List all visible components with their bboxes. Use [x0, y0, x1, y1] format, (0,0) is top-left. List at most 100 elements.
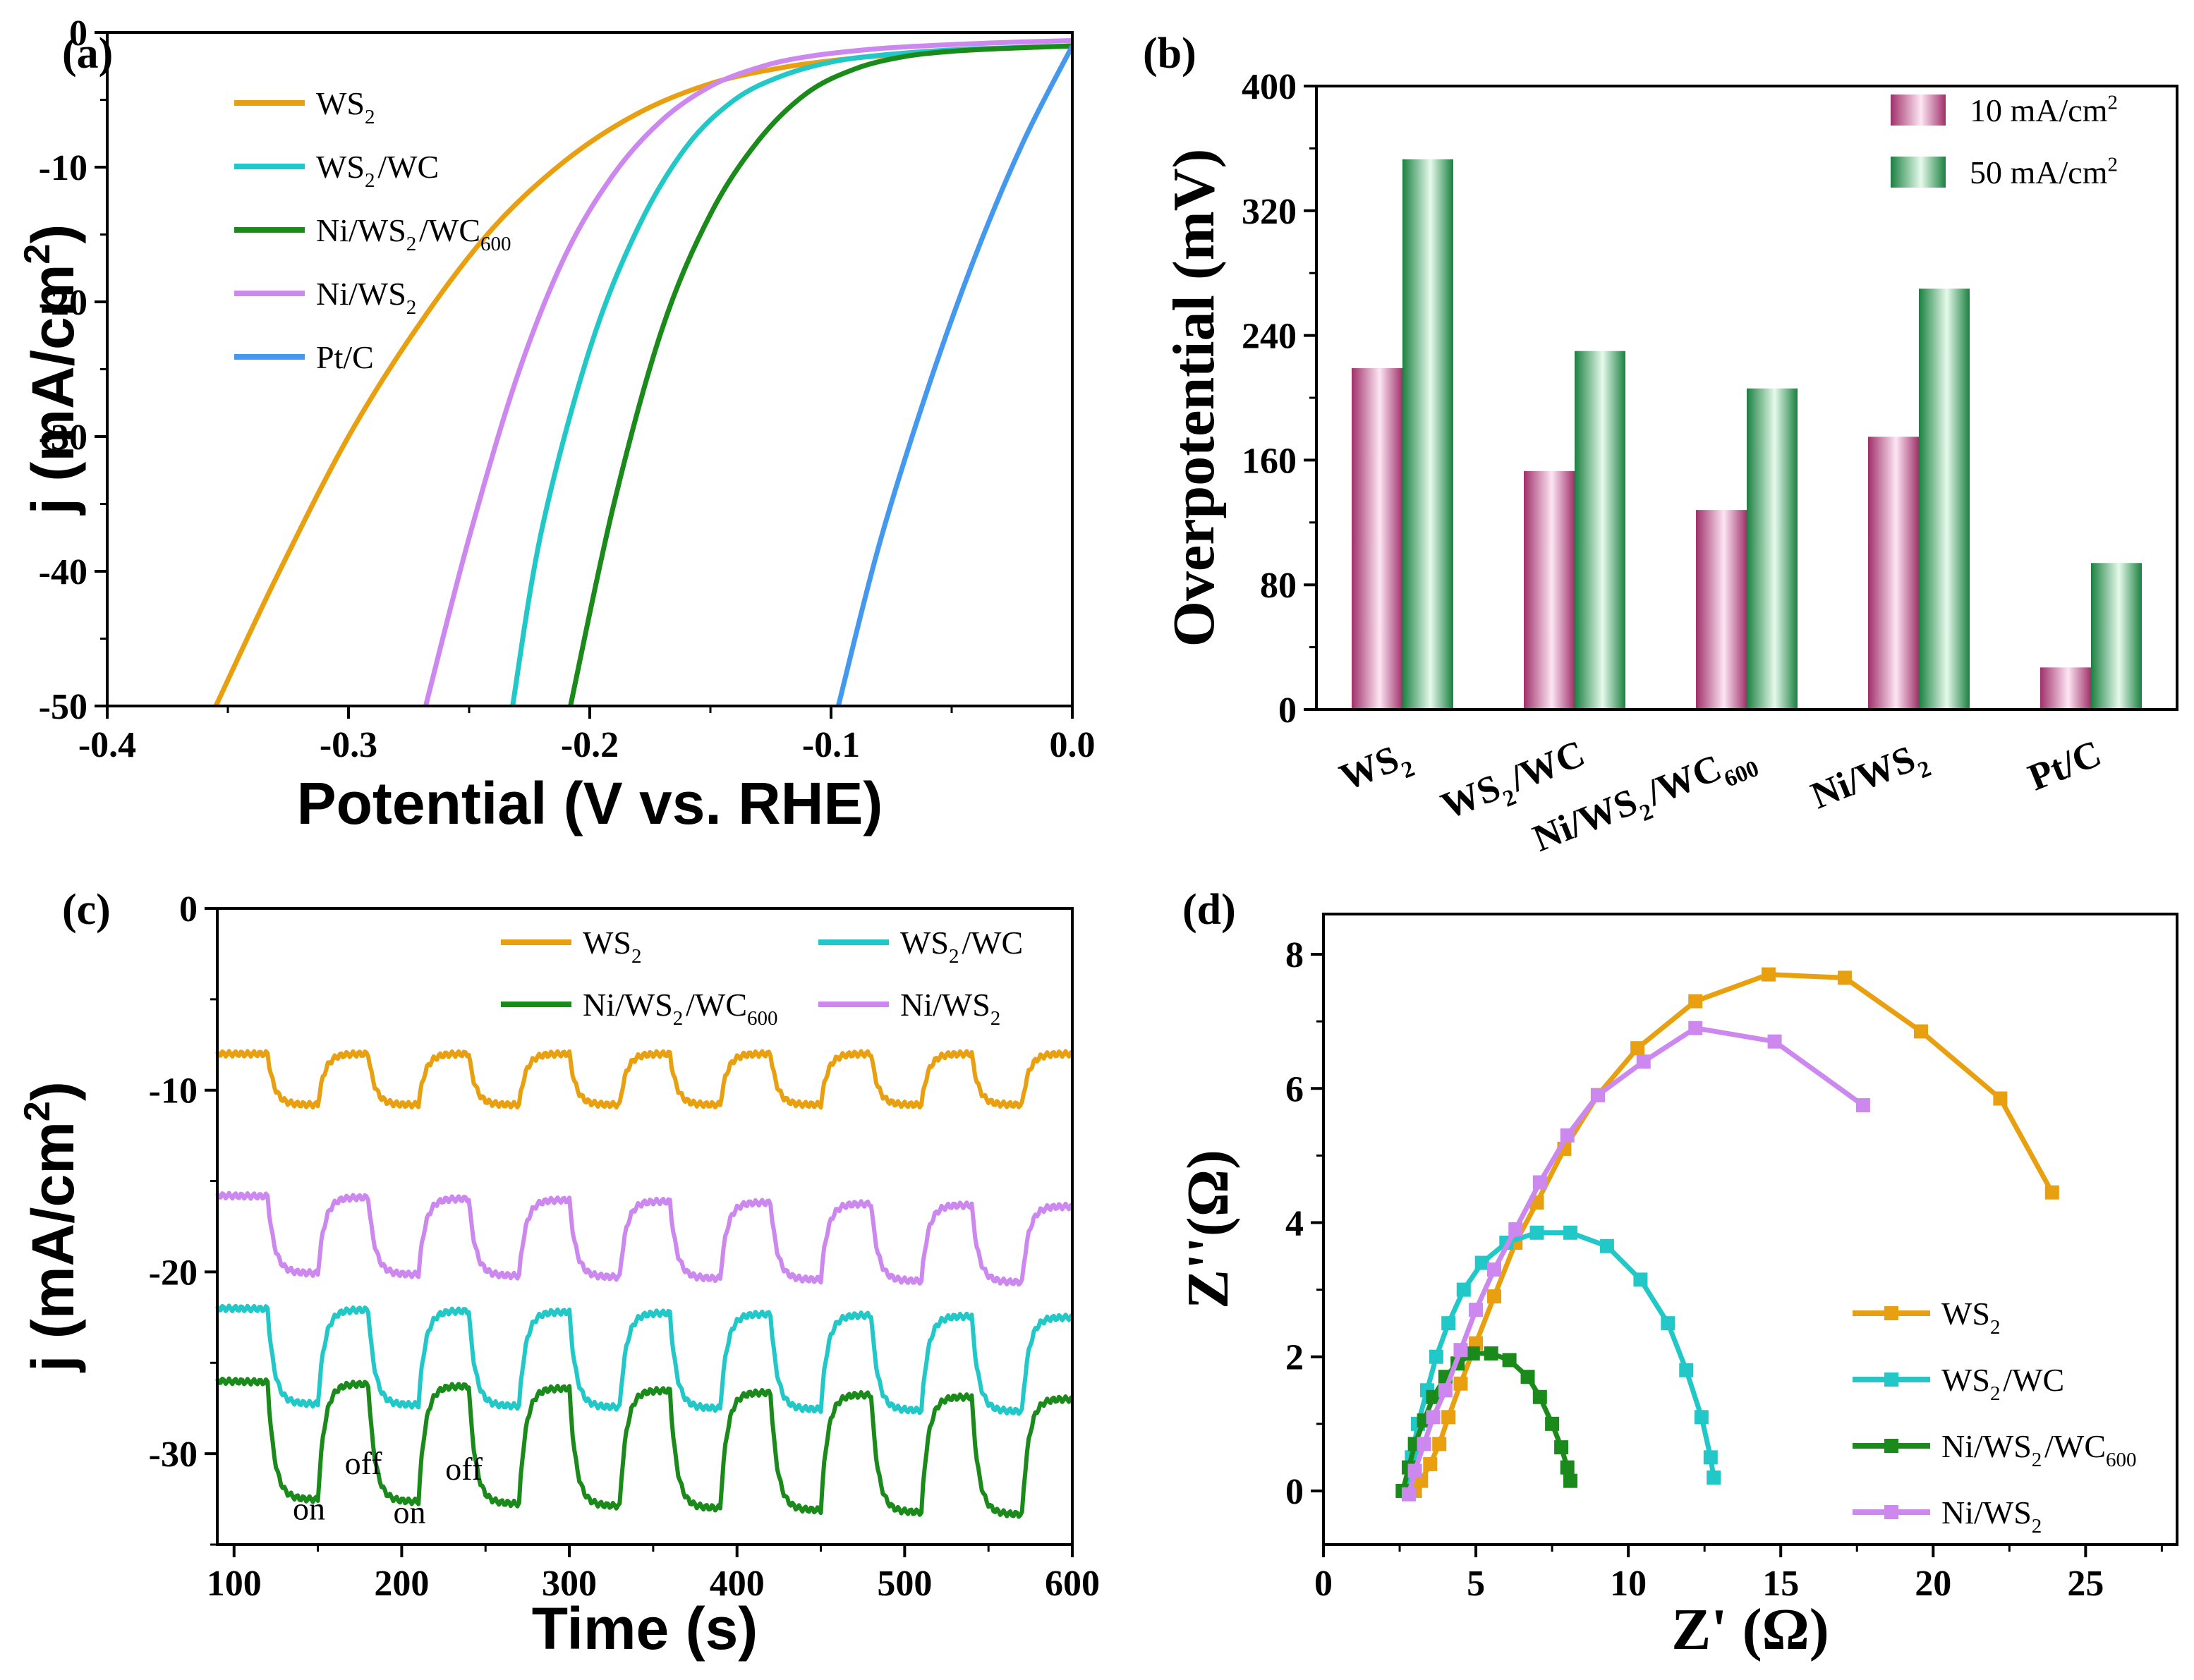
legend-label: WS2: [1941, 1296, 2003, 1339]
bar-50 mA/cm2-2: [1747, 388, 1798, 710]
panel-a-ytick-label: -50: [39, 687, 87, 727]
legend-label: Ni/WS2 /WC600: [316, 212, 514, 255]
x-axis-title: Potential (V vs. RHE): [297, 770, 883, 836]
legend-label: Ni/WS2: [1941, 1495, 2044, 1538]
y-axis-title: Overpotential (mV): [1161, 149, 1227, 647]
category-label: Ni/WS2: [1805, 731, 1938, 824]
data-point-Ni/WS2/WC600-10: [1520, 1370, 1535, 1384]
panel-a-ytick-label: -30: [39, 418, 87, 458]
data-point-Ni/WS2/WC600-11: [1532, 1389, 1547, 1404]
data-point-WS2/WC-9: [1529, 1225, 1544, 1240]
legend-marker: [1884, 1439, 1898, 1453]
panel-d-ytick-label: 2: [1285, 1338, 1304, 1378]
panel-label: (b): [1143, 30, 1196, 78]
series-line-WS2/WC: [510, 43, 1072, 706]
panel-c-xtick-label: 100: [207, 1564, 262, 1604]
data-point-WS2-12: [1630, 1041, 1645, 1056]
panel-b-ytick-label: 0: [1278, 690, 1297, 731]
bar-10 mA/cm2-3: [1868, 437, 1919, 710]
bar-10 mA/cm2-2: [1696, 510, 1747, 710]
annotation-label: off: [445, 1451, 483, 1487]
legend-swatch: [1891, 157, 1946, 188]
data-point-WS2-4: [1441, 1410, 1456, 1425]
panel-label: (d): [1182, 886, 1236, 934]
data-point-Ni/WS2-13: [1688, 1021, 1703, 1035]
data-point-WS2/WC-14: [1679, 1363, 1694, 1377]
panel-a-ytick-label: -20: [39, 283, 87, 323]
data-point-WS2/WC-7: [1474, 1255, 1489, 1270]
panel-b-ytick-label: 400: [1242, 67, 1297, 107]
panel-c-xtick-label: 500: [877, 1564, 932, 1604]
data-point-Ni/WS2-9: [1532, 1175, 1547, 1190]
data-point-WS2/WC-6: [1456, 1282, 1471, 1297]
data-point-WS2-2: [1423, 1456, 1438, 1471]
data-point-WS2/WC-11: [1599, 1238, 1614, 1253]
data-point-Ni/WS2-11: [1590, 1088, 1605, 1102]
data-point-WS2-15: [1837, 970, 1852, 985]
data-point-WS2/WC-15: [1694, 1410, 1709, 1425]
data-point-WS2/WC-17: [1707, 1470, 1721, 1485]
data-point-WS2/WC-13: [1661, 1316, 1675, 1331]
data-point-WS2-13: [1688, 994, 1703, 1009]
panel-a-xtick-label: -0.2: [561, 725, 619, 765]
legend-label: WS2 /WC: [1941, 1362, 2064, 1405]
y-axis-title: Z''(Ω): [1175, 1150, 1241, 1309]
series-line-Ni/WS2: [215, 1191, 1074, 1287]
panel-d-xtick-label: 20: [1915, 1564, 1951, 1604]
panel-c: 100 200 300 400 500 600 0 -10 -20 -30 WS2 WS2 /WC N…: [17, 886, 1100, 1662]
legend-label: Pt/C: [316, 339, 374, 375]
data-point-WS2-3: [1432, 1437, 1447, 1451]
panel-d-xtick-label: 15: [1762, 1564, 1799, 1604]
panel-d-ytick-label: 4: [1285, 1203, 1304, 1243]
data-point-Ni/WS2/WC600-15: [1563, 1473, 1578, 1488]
panel-d-xtick-label: 5: [1467, 1564, 1485, 1604]
annotation-label: off: [345, 1445, 382, 1481]
legend-swatch: [1891, 95, 1946, 126]
panel-label: (c): [62, 886, 111, 934]
panel-a-xtick-label: 0.0: [1050, 725, 1096, 765]
data-point-Ni/WS2-10: [1560, 1128, 1575, 1143]
panel-b-ytick-label: 80: [1260, 566, 1297, 606]
panel-b-ytick-label: 320: [1242, 192, 1297, 232]
data-point-Ni/WS2-3: [1426, 1410, 1441, 1425]
series-line-Pt/C: [835, 44, 1072, 706]
data-point-Ni/WS2-15: [1855, 1098, 1870, 1113]
series-line-WS2: [215, 1049, 1074, 1110]
panel-a-xtick-label: -0.1: [802, 725, 860, 765]
panel-c-ytick-label: 0: [179, 889, 198, 930]
panel-c-ytick-label: -20: [149, 1253, 198, 1293]
data-point-Ni/WS2-0: [1402, 1487, 1416, 1502]
panel-d-xtick-label: 10: [1610, 1564, 1647, 1604]
panel-label: (a): [62, 30, 113, 78]
category-label: WS2 /WC: [1435, 731, 1593, 834]
data-point-WS2-17: [1993, 1091, 2008, 1106]
data-point-WS2/WC-16: [1703, 1450, 1718, 1465]
series-line-WS2/WC: [215, 1303, 1074, 1416]
panel-a-ytick-label: 0: [69, 13, 87, 54]
legend-marker: [1884, 1306, 1898, 1320]
legend-label: Ni/WS2 /WC600: [1941, 1428, 2139, 1471]
data-point-Ni/WS2-8: [1508, 1222, 1523, 1236]
data-point-Ni/WS2/WC600-4: [1426, 1389, 1441, 1404]
panel-d-ytick-label: 8: [1285, 935, 1304, 975]
legend-marker: [1884, 1372, 1898, 1387]
panel-a-ytick-label: -40: [39, 552, 87, 592]
legend-label: WS2 /WC: [900, 925, 1023, 968]
legend-label: Ni/WS2: [900, 987, 1003, 1030]
panel-b-ytick-label: 240: [1242, 317, 1297, 357]
legend-label: WS2 /WC: [316, 149, 439, 192]
panel-b-ytick-label: 160: [1242, 441, 1297, 481]
series-line-WS2: [213, 43, 1072, 706]
data-point-Ni/WS2-12: [1636, 1054, 1651, 1069]
series-line-Ni/WS2/WC600: [1400, 1351, 1573, 1492]
data-point-Ni/WS2/WC600-13: [1554, 1440, 1569, 1455]
bar-50 mA/cm2-0: [1402, 159, 1453, 710]
panel-d-frame: [1322, 913, 2178, 1546]
category-label: Pt/C: [2023, 731, 2107, 798]
panel-c-xtick-label: 400: [710, 1564, 765, 1604]
panel-d-ytick-label: 0: [1285, 1472, 1304, 1512]
data-point-Ni/WS2-14: [1767, 1034, 1782, 1049]
series-line-Ni/WS2/WC600: [568, 43, 1072, 706]
